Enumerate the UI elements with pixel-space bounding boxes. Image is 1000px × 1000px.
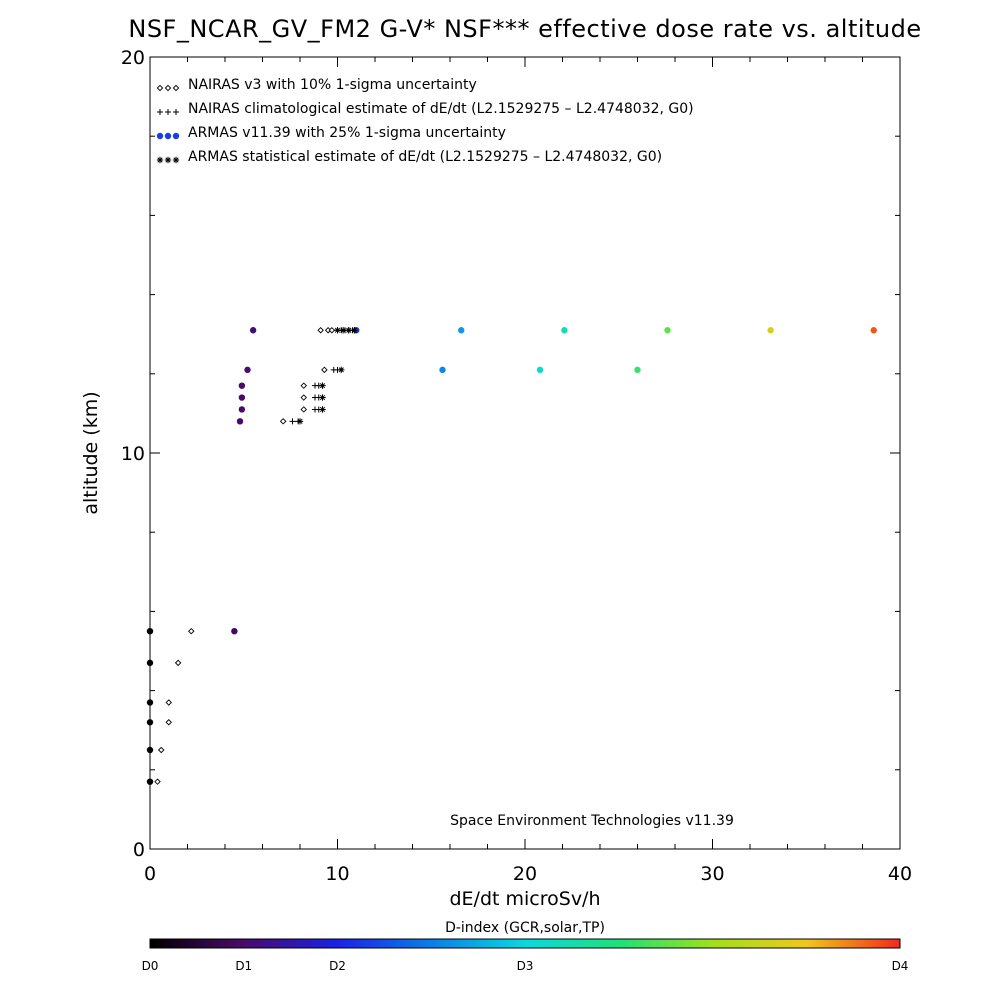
legend-asterisk-icon	[164, 156, 172, 164]
legend-diamond-icon	[172, 84, 180, 92]
nairas-v3-point	[317, 327, 324, 334]
legend-dot-icon	[172, 132, 180, 140]
nairas-v3-point	[158, 746, 165, 754]
y-axis-label: altitude (km)	[80, 391, 102, 514]
nairas-v3-point	[165, 719, 172, 726]
colorbar-label: D3	[517, 959, 534, 973]
armas-point	[767, 327, 774, 334]
legend-asterisk-icon	[172, 156, 180, 164]
nairas-v3-point	[300, 394, 307, 401]
legend-entry: NAIRAS v3 with 10% 1-sigma uncertainty	[156, 77, 477, 93]
armas-statistical-point	[351, 327, 358, 334]
x-tick-label: 20	[513, 863, 537, 885]
legend-diamond-icon	[164, 84, 172, 92]
colorbar-labels: D0 D1 D2 D3 D4	[142, 959, 909, 973]
tick-marks	[149, 56, 901, 850]
armas-point	[238, 382, 246, 389]
legend-asterisk-icon	[156, 156, 164, 164]
armas-statistical-point	[334, 327, 341, 334]
armas-point	[146, 659, 154, 667]
plot-frame	[149, 56, 901, 850]
armas-point	[236, 418, 244, 425]
legend-entry: ARMAS v11.39 with 25% 1-sigma uncertaint…	[156, 125, 506, 141]
armas-point	[146, 628, 154, 635]
colorbar-label: D4	[892, 959, 909, 973]
legend-label: ARMAS v11.39 with 25% 1-sigma uncertaint…	[188, 125, 506, 141]
legend-plus-icon	[157, 109, 163, 115]
tick-labels: 0 10 20 30 40 0 10 20	[121, 47, 912, 885]
legend-plus-icon	[165, 109, 171, 115]
x-tick-label: 0	[144, 863, 156, 885]
x-tick-label: 40	[888, 863, 912, 885]
legend-plus-icon	[173, 109, 179, 115]
nairas-v3-point	[154, 778, 161, 785]
nairas-climatological-point	[289, 418, 296, 425]
legend-label: ARMAS statistical estimate of dE/dt (L2.…	[188, 149, 662, 165]
colorbar-label: D1	[235, 959, 252, 973]
colorbar	[149, 938, 901, 949]
nairas-v3-point	[165, 699, 172, 706]
armas-point	[664, 327, 671, 334]
armas-point	[458, 327, 465, 334]
armas-point	[146, 746, 154, 754]
armas-point	[870, 327, 877, 334]
armas-point	[238, 406, 246, 413]
x-axis-label: dE/dt microSv/h	[449, 888, 600, 910]
armas-statistical-point	[319, 382, 326, 389]
nairas-v3-point	[321, 366, 328, 374]
y-tick-label: 0	[133, 839, 145, 861]
credit-annotation: Space Environment Technologies v11.39	[450, 813, 734, 829]
chart-title: NSF_NCAR_GV_FM2 G-V* NSF*** effective do…	[128, 15, 921, 43]
y-tick-label: 10	[121, 443, 145, 465]
x-tick-label: 30	[700, 863, 724, 885]
armas-statistical-point	[319, 406, 326, 413]
legend-label: NAIRAS climatological estimate of dE/dt …	[188, 101, 694, 117]
armas-point	[439, 366, 446, 374]
nairas-v3-point	[188, 627, 195, 635]
armas-point	[561, 327, 568, 334]
armas-statistical-point	[339, 327, 347, 334]
legend-label: NAIRAS v3 with 10% 1-sigma uncertainty	[188, 77, 477, 93]
data-points	[146, 327, 877, 785]
armas-point	[536, 366, 544, 374]
colorbar-label: D0	[142, 959, 159, 973]
nairas-v3-point	[300, 382, 307, 389]
legend-dot-icon	[164, 132, 172, 140]
armas-statistical-point	[345, 327, 352, 334]
legend: NAIRAS v3 with 10% 1-sigma uncertainty NA…	[156, 77, 694, 165]
armas-statistical-point	[296, 418, 304, 425]
armas-point	[238, 394, 246, 401]
armas-point	[231, 628, 238, 635]
legend-entry: NAIRAS climatological estimate of dE/dt …	[157, 101, 694, 117]
armas-point	[146, 699, 154, 706]
nairas-v3-point	[279, 418, 287, 425]
colorbar-title: D-index (GCR,solar,TP)	[445, 920, 605, 936]
colorbar-label: D2	[329, 959, 346, 973]
armas-point	[146, 778, 154, 785]
armas-point	[249, 327, 257, 334]
nairas-v3-point	[174, 659, 182, 667]
armas-point	[146, 719, 154, 726]
legend-diamond-icon	[156, 84, 164, 92]
armas-statistical-point	[338, 366, 345, 374]
legend-dot-icon	[156, 132, 164, 140]
armas-statistical-point	[319, 394, 326, 401]
legend-entry: ARMAS statistical estimate of dE/dt (L2.…	[156, 149, 662, 165]
nairas-v3-point	[300, 406, 307, 413]
armas-point	[244, 366, 251, 374]
x-tick-label: 10	[325, 863, 349, 885]
y-tick-label: 20	[121, 47, 145, 69]
nairas-v3-point	[328, 327, 336, 334]
armas-point	[634, 366, 641, 374]
